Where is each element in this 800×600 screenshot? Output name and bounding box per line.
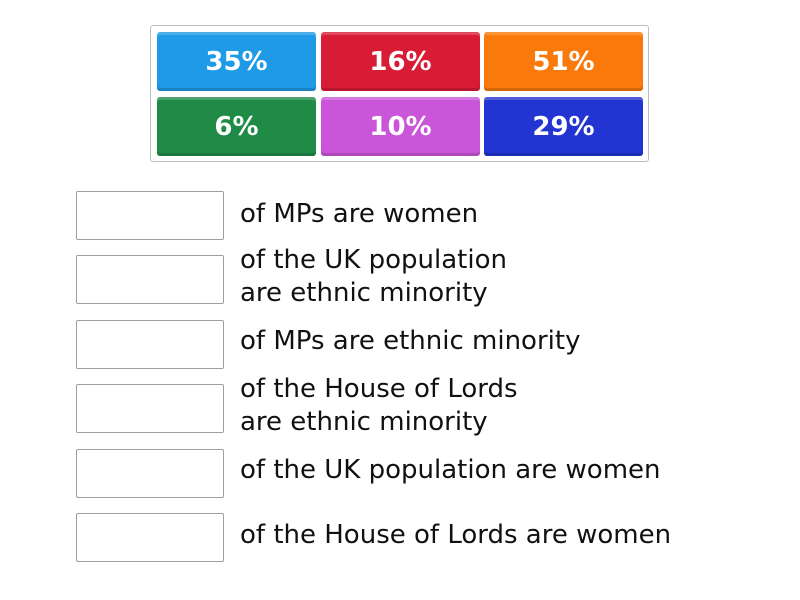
statement-label: of MPs are women	[240, 199, 479, 229]
answer-tile-51[interactable]: 51%	[484, 32, 643, 91]
drop-target-box[interactable]	[76, 449, 224, 498]
drop-target-box[interactable]	[76, 255, 224, 304]
drop-target-box[interactable]	[76, 513, 224, 562]
answer-tile-10[interactable]: 10%	[321, 97, 480, 156]
drop-target-box[interactable]	[76, 384, 224, 433]
drop-target-box[interactable]	[76, 191, 224, 240]
statement-label: of MPs are ethnic minority	[240, 326, 581, 356]
drop-target-box[interactable]	[76, 320, 224, 369]
answer-tiles-panel: 35% 16% 51% 6% 10% 29%	[150, 25, 649, 162]
answer-tile-6[interactable]: 6%	[157, 97, 316, 156]
statement-label-line2: are ethnic minority	[240, 407, 488, 437]
answer-tile-29[interactable]: 29%	[484, 97, 643, 156]
statement-label-line2: are ethnic minority	[240, 278, 488, 308]
statement-label-line1: of the House of Lords	[240, 374, 518, 404]
answer-tile-35[interactable]: 35%	[157, 32, 316, 91]
statement-label: of the UK population are women	[240, 455, 661, 485]
statement-label-line1: of the UK population	[240, 245, 507, 275]
answer-tile-16[interactable]: 16%	[321, 32, 480, 91]
statement-label: of the House of Lords are women	[240, 520, 672, 550]
